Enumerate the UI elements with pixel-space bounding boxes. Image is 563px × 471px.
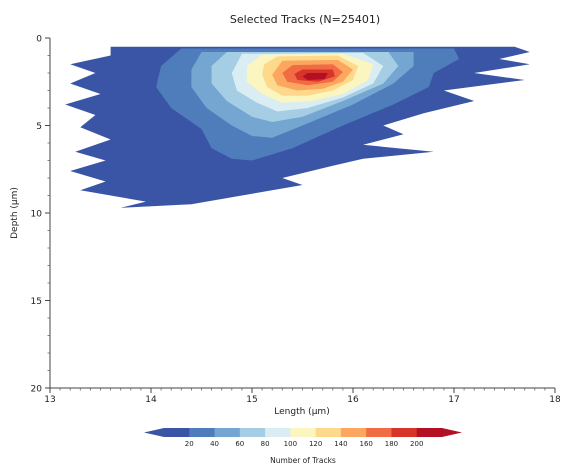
x-axis-ticks: 13 14 15 16 17 18: [44, 388, 561, 405]
x-tick-label: 13: [44, 395, 55, 405]
colorbar-extend-max: [442, 428, 462, 437]
colorbar-segment: [391, 428, 418, 437]
chart-title: Selected Tracks (N=25401): [230, 13, 380, 26]
colorbar-segment: [239, 428, 266, 437]
colorbar-tick-label: 20: [185, 440, 194, 448]
colorbar-segment: [366, 428, 392, 437]
colorbar-extend-min: [144, 428, 164, 437]
colorbar-segment: [265, 428, 291, 437]
x-tick-label: 18: [549, 395, 561, 405]
y-axis-ticks: 0 5 10 15 20: [31, 35, 50, 395]
colorbar-tick-label: 100: [284, 440, 297, 448]
colorbar-segment: [164, 428, 190, 437]
x-tick-label: 17: [448, 395, 459, 405]
colorbar-segment: [189, 428, 216, 437]
colorbar-segment: [340, 428, 367, 437]
y-tick-label: 20: [31, 385, 43, 395]
colorbar-tick-label: 200: [410, 440, 423, 448]
colorbar-tick-label: 60: [235, 440, 244, 448]
colorbar-tick-label: 140: [334, 440, 347, 448]
colorbar: 20 40 60 80 100 120 140 160 180 200: [144, 428, 462, 448]
contour-band-200: [302, 73, 328, 80]
colorbar-segment: [214, 428, 241, 437]
x-axis-label: Length (µm): [274, 407, 329, 417]
y-tick-label: 5: [36, 122, 42, 132]
x-tick-label: 16: [347, 395, 359, 405]
x-tick-label: 15: [246, 395, 257, 405]
colorbar-segment: [315, 428, 342, 437]
colorbar-tick-label: 40: [210, 440, 219, 448]
y-axis-label: Depth (µm): [10, 187, 20, 239]
y-tick-label: 10: [31, 210, 43, 220]
colorbar-tick-label: 160: [359, 440, 372, 448]
colorbar-tick-label: 80: [261, 440, 270, 448]
plot-area: 13 14 15 16 17 18 0 5 10 15 20: [31, 35, 561, 406]
colorbar-label: Number of Tracks: [270, 456, 336, 465]
colorbar-segment: [416, 428, 443, 437]
colorbar-segment: [290, 428, 317, 437]
colorbar-tick-label: 120: [309, 440, 322, 448]
colorbar-tick-label: 180: [385, 440, 398, 448]
x-tick-label: 14: [145, 395, 157, 405]
density-contours: [65, 46, 530, 208]
y-tick-label: 0: [36, 35, 42, 45]
y-tick-label: 15: [31, 297, 42, 307]
